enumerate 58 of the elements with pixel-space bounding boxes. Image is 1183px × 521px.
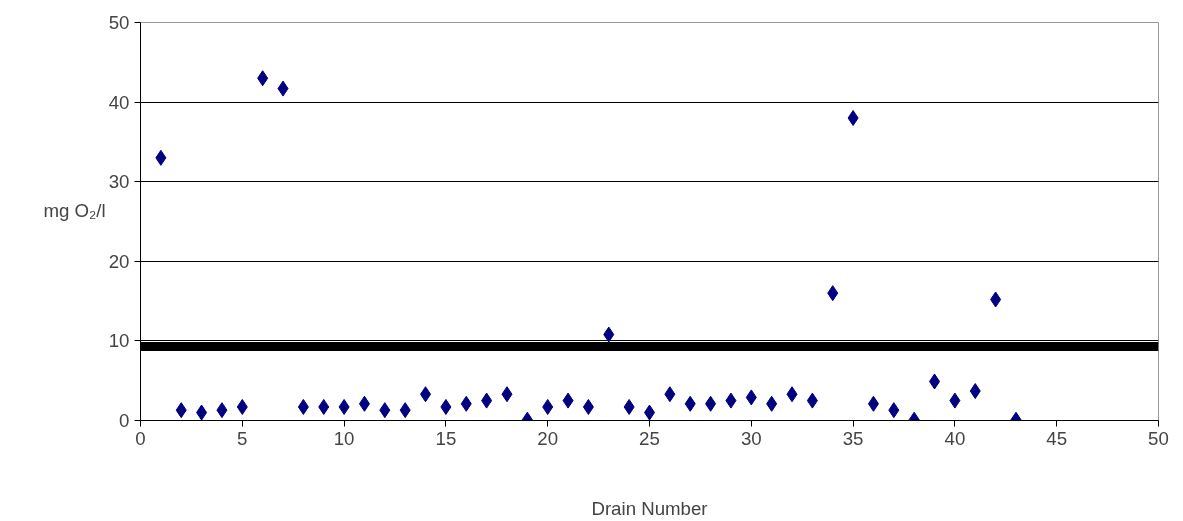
point — [664, 386, 676, 403]
point — [420, 386, 432, 403]
x-tick-label: 20 — [537, 427, 559, 449]
point — [786, 386, 798, 403]
y-tick-label: 10 — [108, 330, 130, 352]
x-tick-label: 5 — [237, 427, 248, 449]
point — [990, 291, 1002, 308]
point — [501, 386, 513, 403]
point — [969, 383, 981, 400]
point — [155, 149, 167, 166]
x-tick-label: 50 — [1148, 427, 1169, 449]
x-tick-label: 40 — [944, 427, 966, 449]
x-tick-label: 35 — [842, 427, 864, 449]
point — [766, 395, 778, 412]
point — [705, 395, 717, 412]
point — [929, 373, 941, 390]
point — [888, 402, 900, 419]
point — [277, 80, 289, 97]
point — [684, 395, 696, 412]
point — [196, 404, 208, 421]
point — [562, 392, 574, 409]
point — [236, 398, 248, 415]
y-tick-label: 30 — [108, 171, 130, 193]
point — [725, 392, 737, 409]
point — [867, 395, 879, 412]
x-tick-label: 25 — [639, 427, 660, 449]
point — [745, 389, 757, 406]
point — [297, 398, 309, 415]
y-tick-label: 0 — [119, 410, 130, 431]
point — [827, 285, 839, 302]
y-tick-label: 50 — [108, 12, 130, 33]
x-tick-label: 15 — [435, 427, 457, 449]
point — [806, 392, 818, 409]
x-tick-label: 30 — [740, 427, 762, 449]
y-tick-label: 40 — [108, 91, 130, 113]
point — [216, 402, 228, 419]
point — [440, 398, 452, 415]
x-axis-title: Drain Number — [591, 497, 708, 519]
point — [379, 402, 391, 419]
x-tick-label: 0 — [135, 427, 146, 449]
point — [175, 402, 187, 419]
point — [542, 398, 554, 415]
point — [460, 395, 472, 412]
point — [582, 398, 594, 415]
point — [257, 70, 269, 87]
y-tick-label: 20 — [108, 250, 130, 272]
point — [399, 402, 411, 419]
x-tick-label: 10 — [333, 427, 355, 449]
point — [358, 395, 370, 412]
point — [338, 398, 350, 415]
point — [623, 398, 635, 415]
point — [603, 326, 615, 343]
x-tick-label: 45 — [1046, 427, 1068, 449]
y-axis-title: mg O₂/l — [43, 199, 106, 221]
point — [481, 392, 493, 409]
point — [318, 398, 330, 415]
point — [847, 110, 859, 127]
point — [949, 392, 961, 409]
